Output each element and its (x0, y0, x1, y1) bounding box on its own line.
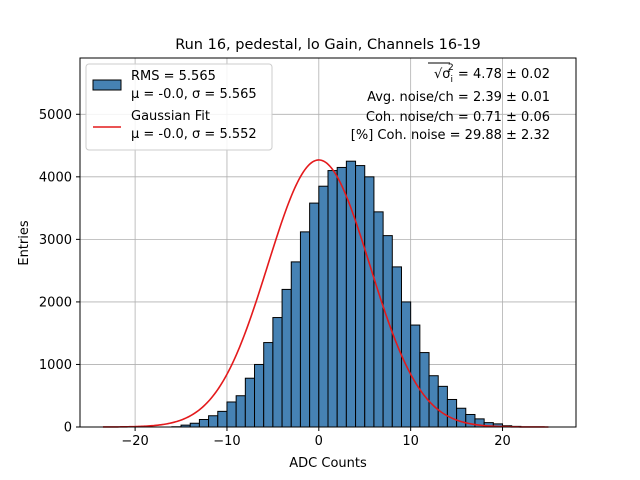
x-tick-label: 0 (315, 434, 323, 449)
histogram-bar (189, 422, 200, 428)
legend-label-gaussian-params: μ = -0.0, σ = 5.552 (131, 127, 257, 142)
histogram-bar (244, 377, 256, 428)
histogram-bar (327, 170, 338, 428)
histogram-bar (254, 363, 265, 428)
annotation-sigma: √σi2 = 4.78 ± 0.02 (434, 63, 550, 85)
histogram-bar (318, 185, 329, 428)
legend-patch-histogram (92, 79, 122, 91)
histogram-bar (437, 385, 448, 428)
histogram-bar (456, 407, 467, 428)
histogram-bar (364, 176, 375, 428)
histogram-bar (263, 342, 274, 428)
histogram-bar (281, 288, 292, 428)
x-axis-label: ADC Counts (289, 456, 367, 471)
x-tick-label: −10 (213, 434, 240, 449)
histogram-bar (272, 317, 283, 428)
histogram-bar (355, 165, 366, 428)
histogram-bar (226, 401, 237, 428)
annotation-coh-noise-percent: [%] Coh. noise = 29.88 ± 2.32 (351, 128, 550, 143)
y-tick-label: 2000 (39, 295, 72, 310)
histogram-bar (428, 375, 439, 428)
chart-title: Run 16, pedestal, lo Gain, Channels 16-1… (175, 37, 481, 53)
histogram-bar (382, 235, 393, 428)
histogram-bar (299, 231, 311, 428)
x-axis-ticks: −20 −10 0 10 20 (121, 427, 511, 449)
y-tick-label: 0 (64, 421, 72, 436)
gaussian-fit (102, 159, 549, 428)
histogram-bar (446, 398, 458, 428)
y-tick-label: 4000 (39, 170, 72, 185)
annotation-avg-noise: Avg. noise/ch = 2.39 ± 0.01 (367, 90, 550, 105)
legend-frame (85, 63, 273, 151)
legend-label-gaussian: Gaussian Fit (131, 109, 210, 124)
histogram-bar (419, 352, 430, 428)
histogram-bar (217, 410, 228, 428)
histogram-bar (391, 266, 402, 428)
y-tick-label: 1000 (39, 358, 72, 373)
y-tick-label: 5000 (39, 108, 72, 123)
histogram-bar (373, 211, 384, 428)
x-tick-label: 20 (494, 434, 511, 449)
legend: RMS = 5.565 μ = -0.0, σ = 5.565 Gaussian… (85, 63, 273, 151)
histogram-bar (336, 166, 347, 428)
y-axis-ticks: 0 1000 2000 3000 4000 5000 (39, 108, 80, 436)
plot-frame (79, 57, 577, 428)
histogram-bar (309, 202, 320, 428)
x-tick-label: 10 (402, 434, 419, 449)
x-tick-label: −20 (121, 434, 148, 449)
histogram-bar (235, 395, 246, 428)
legend-label-rms: RMS = 5.565 (131, 69, 216, 84)
histogram-bar (198, 418, 210, 428)
histogram-bar (290, 261, 301, 428)
legend-label-rms-params: μ = -0.0, σ = 5.565 (131, 87, 257, 102)
gaussian-fit-curve (102, 159, 549, 428)
y-axis-label: Entries (17, 220, 32, 266)
histogram-bar (208, 415, 219, 428)
y-tick-label: 3000 (39, 233, 72, 248)
noise-annotations: √σi2 = 4.78 ± 0.02 Avg. noise/ch = 2.39 … (351, 62, 550, 143)
annotation-coh-noise: Coh. noise/ch = 0.71 ± 0.06 (366, 110, 550, 125)
